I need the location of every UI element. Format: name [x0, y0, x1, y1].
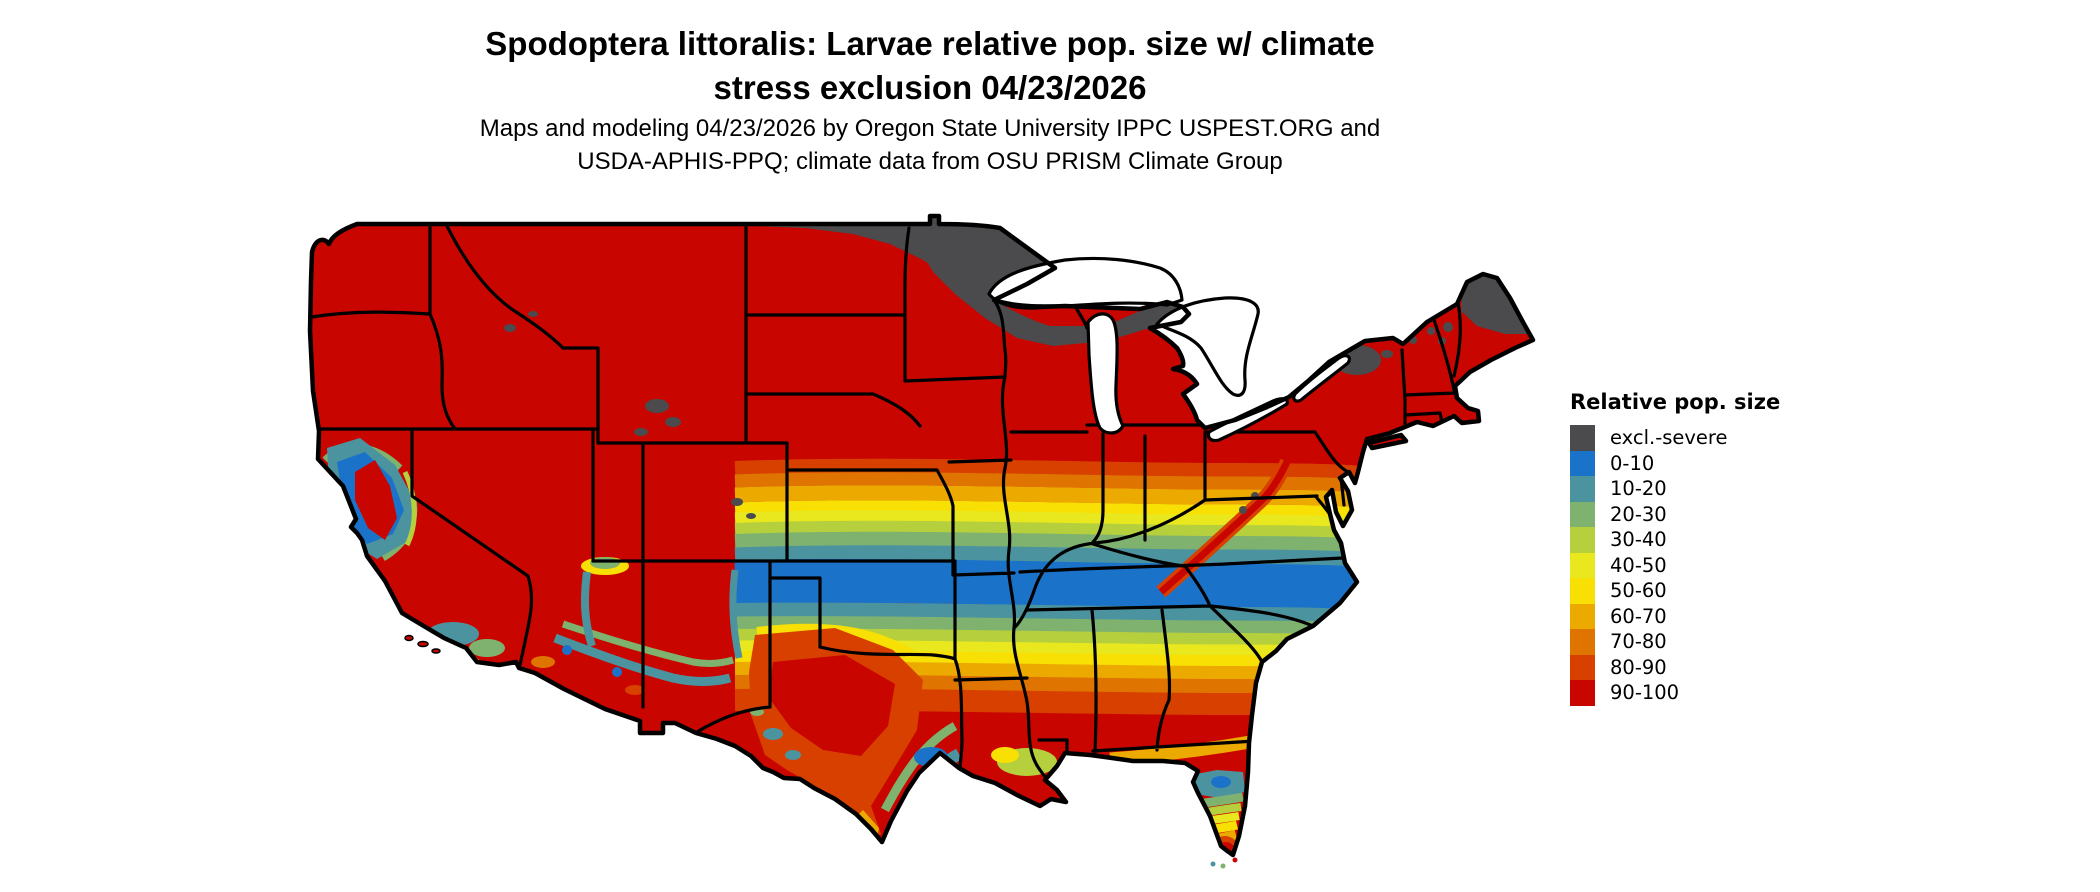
legend-swatch — [1570, 654, 1595, 680]
legend-title: Relative pop. size — [1570, 390, 1781, 414]
legend-swatch — [1570, 680, 1595, 706]
legend-label: 20-30 — [1610, 502, 1667, 526]
texas-region — [749, 623, 1057, 842]
legend-item: 90-100 — [1570, 680, 1870, 706]
exclusion-zones — [504, 216, 1530, 519]
legend-swatch — [1570, 578, 1595, 604]
legend-swatch — [1570, 450, 1595, 476]
legend-label: 40-50 — [1610, 553, 1667, 577]
page-title-line1: Spodoptera littoralis: Larvae relative p… — [485, 25, 1375, 62]
state-borders — [310, 222, 1462, 792]
subtitle-line2: USDA-APHIS-PPQ; climate data from OSU PR… — [577, 148, 1283, 175]
legend: Relative pop. size excl.-severe 0-10 10-… — [1570, 390, 1870, 706]
legend-item: 20-30 — [1570, 501, 1870, 527]
legend-label: 30-40 — [1610, 528, 1667, 552]
legend-swatch — [1570, 476, 1595, 502]
page-title-line2: stress exclusion 04/23/2026 — [713, 69, 1147, 106]
legend-label: 70-80 — [1610, 630, 1667, 654]
legend-items: excl.-severe 0-10 10-20 20-30 30-40 40-5… — [1570, 425, 1870, 706]
legend-swatch — [1570, 603, 1595, 629]
legend-label: excl.-severe — [1610, 426, 1728, 450]
legend-label: 10-20 — [1610, 477, 1667, 501]
legend-label: 0-10 — [1610, 451, 1655, 475]
legend-label: 60-70 — [1610, 604, 1667, 628]
us-outline — [307, 213, 1536, 858]
page-title: Spodoptera littoralis: Larvae relative p… — [0, 22, 1860, 110]
southwest-region — [531, 557, 743, 699]
legend-item: 70-80 — [1570, 629, 1870, 655]
offshore-islands — [404, 634, 1238, 869]
legend-item: 50-60 — [1570, 578, 1870, 604]
us-map-svg — [307, 213, 1536, 869]
legend-swatch — [1570, 629, 1595, 655]
legend-swatch — [1570, 425, 1595, 451]
subtitle-line1: Maps and modeling 04/23/2026 by Oregon S… — [479, 115, 1381, 142]
legend-item: 0-10 — [1570, 450, 1870, 476]
us-map — [305, 210, 1540, 870]
legend-item: 60-70 — [1570, 603, 1870, 629]
lake-michigan — [1086, 312, 1125, 435]
legend-item: 30-40 — [1570, 527, 1870, 553]
legend-label: 90-100 — [1610, 681, 1680, 705]
legend-item: 10-20 — [1570, 476, 1870, 502]
subtitle: Maps and modeling 04/23/2026 by Oregon S… — [0, 112, 1860, 178]
legend-swatch — [1570, 552, 1595, 578]
legend-item: 40-50 — [1570, 552, 1870, 578]
legend-label: 50-60 — [1610, 579, 1667, 603]
legend-swatch — [1570, 501, 1595, 527]
legend-label: 80-90 — [1610, 655, 1667, 679]
legend-item: 80-90 — [1570, 654, 1870, 680]
legend-swatch — [1570, 527, 1595, 553]
legend-item: excl.-severe — [1570, 425, 1870, 451]
